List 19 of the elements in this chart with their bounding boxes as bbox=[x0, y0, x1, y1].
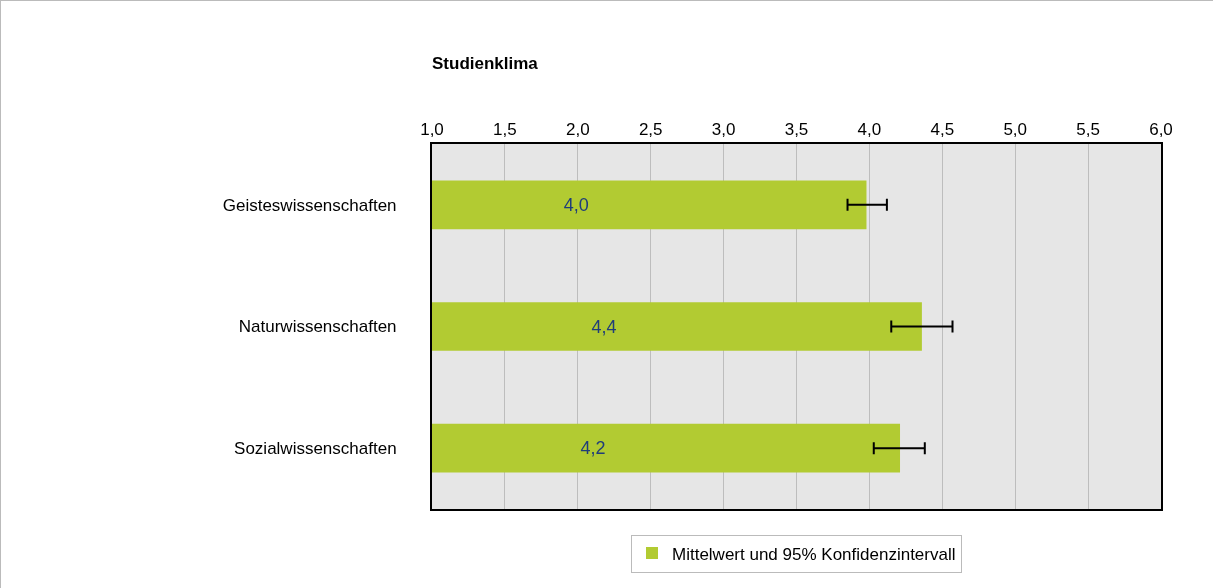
x-tick-label: 1,5 bbox=[493, 120, 517, 140]
x-tick-label: 1,0 bbox=[420, 120, 444, 140]
x-tick-label: 3,5 bbox=[784, 120, 809, 140]
x-tick-label: 3,0 bbox=[711, 120, 736, 140]
data-label: 4,2 bbox=[580, 438, 606, 459]
data-label: 4,4 bbox=[591, 316, 617, 337]
x-tick-label: 5,5 bbox=[1076, 120, 1100, 140]
y-tick-label: Sozialwissenschaften bbox=[234, 439, 397, 459]
x-tick-label: 6,0 bbox=[1149, 120, 1173, 140]
legend-label: Mittelwert und 95% Konfidenzintervall bbox=[672, 544, 956, 564]
x-tick-label: 4,0 bbox=[857, 120, 882, 140]
x-tick-label: 5,0 bbox=[1003, 120, 1028, 140]
y-tick-label: Geisteswissenschaften bbox=[222, 195, 397, 215]
x-tick-label: 2,0 bbox=[565, 120, 590, 140]
x-tick-label: 2,5 bbox=[638, 120, 663, 140]
x-tick-label: 4,5 bbox=[930, 120, 955, 140]
chart-title: Studienklima bbox=[432, 53, 539, 73]
y-tick-label: Naturwissenschaften bbox=[238, 317, 397, 337]
data-label: 4,0 bbox=[563, 194, 589, 215]
